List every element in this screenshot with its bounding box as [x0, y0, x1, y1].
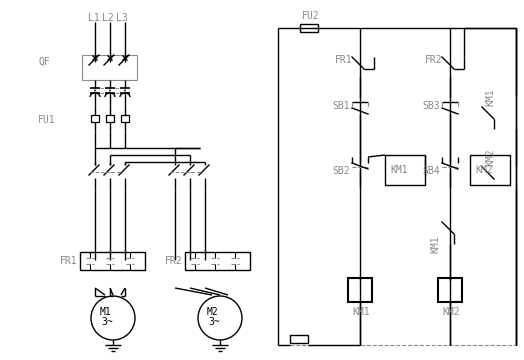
Text: KM2: KM2 [475, 165, 493, 175]
Text: 3~: 3~ [208, 317, 220, 327]
Bar [300, 24, 318, 32]
Text: M1: M1 [99, 307, 111, 317]
Text: FR2: FR2 [165, 256, 183, 266]
Bar [385, 155, 425, 185]
Text: QF: QF [38, 57, 50, 67]
Text: SB1: SB1 [332, 101, 350, 111]
Text: SB3: SB3 [422, 101, 440, 111]
Bar [290, 335, 308, 343]
Text: KM2: KM2 [485, 148, 495, 166]
Text: FR2: FR2 [425, 55, 443, 65]
Bar [121, 115, 129, 122]
Bar [185, 252, 250, 270]
Bar [438, 278, 462, 302]
Text: 3~: 3~ [101, 317, 113, 327]
Text: SB2: SB2 [332, 166, 350, 176]
Text: KM2: KM2 [442, 307, 460, 317]
Text: SB4: SB4 [422, 166, 440, 176]
Text: L2: L2 [102, 13, 114, 23]
Bar [348, 278, 372, 302]
Text: L3: L3 [116, 13, 128, 23]
Bar [106, 115, 114, 122]
Text: M2: M2 [206, 307, 218, 317]
Bar [80, 252, 145, 270]
Text: FU2: FU2 [302, 11, 320, 21]
Bar [82, 55, 137, 80]
Bar [470, 155, 510, 185]
Bar [91, 115, 99, 122]
Text: KM1: KM1 [390, 165, 408, 175]
Text: FR1: FR1 [60, 256, 78, 266]
Text: L1: L1 [88, 13, 100, 23]
Text: KM1: KM1 [485, 88, 495, 106]
Text: KM1: KM1 [352, 307, 369, 317]
Text: FR1: FR1 [335, 55, 353, 65]
Text: KM1: KM1 [430, 235, 440, 253]
Text: FU1: FU1 [38, 115, 56, 125]
